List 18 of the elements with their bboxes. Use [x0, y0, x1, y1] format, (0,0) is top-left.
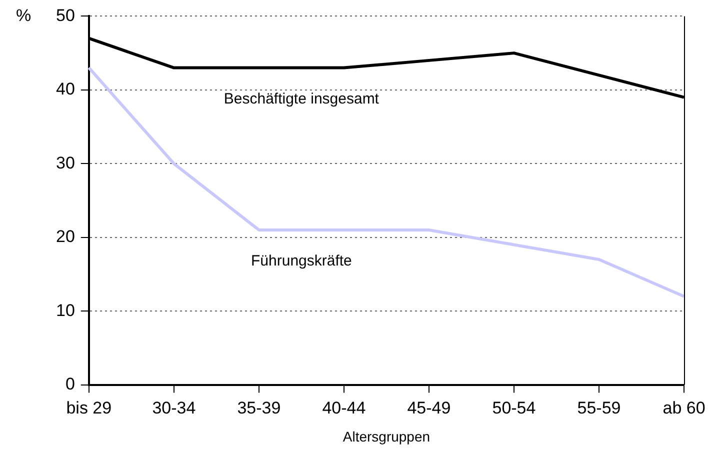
x-tick-label: ab 60 — [662, 398, 706, 418]
x-tick-label: 55-59 — [577, 398, 621, 418]
x-tick-label: bis 29 — [66, 398, 112, 418]
x-tick-label: 45-49 — [407, 398, 451, 418]
x-tick-label: 35-39 — [237, 398, 281, 418]
x-tick-label: 40-44 — [322, 398, 366, 418]
series-label: Beschäftigte insgesamt — [224, 90, 380, 108]
x-tick-label: 30-34 — [152, 398, 196, 418]
y-tick-label: 40 — [56, 80, 75, 99]
y-tick-label: 0 — [65, 374, 75, 394]
y-axis-title: % — [16, 6, 32, 25]
y-tick-label: 10 — [56, 300, 75, 320]
x-axis-title: Altersgruppen — [342, 428, 430, 444]
y-tick-label: 30 — [56, 153, 75, 172]
y-tick-label: 50 — [56, 6, 75, 25]
x-tick-label: 50-54 — [492, 398, 536, 418]
series-label: Führungskräfte — [250, 252, 352, 270]
y-tick-label: 20 — [56, 227, 75, 246]
